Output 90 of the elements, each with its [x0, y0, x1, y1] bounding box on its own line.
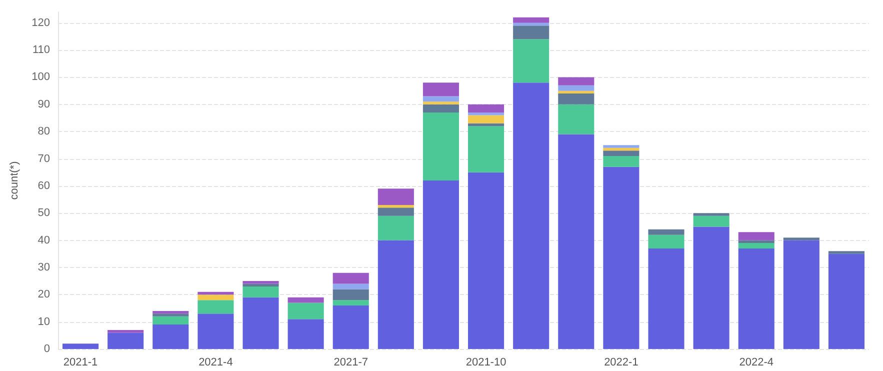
- x-tick-label: 2021-1: [63, 356, 98, 368]
- bar: [288, 297, 324, 303]
- y-tick-label: 40: [38, 234, 50, 246]
- y-tick-label: 100: [32, 71, 50, 84]
- bar: [558, 104, 594, 134]
- y-tick-label: 30: [38, 261, 50, 274]
- bar: [468, 126, 504, 172]
- bar: [603, 150, 640, 156]
- bar: [648, 234, 684, 248]
- bar: [242, 284, 279, 286]
- x-tick-label: 2022-1: [604, 356, 638, 368]
- bar: [332, 300, 369, 306]
- bar: [378, 216, 414, 240]
- bar: [62, 344, 99, 349]
- x-tick-label: 2021-7: [334, 356, 368, 368]
- bar: [603, 148, 640, 151]
- y-tick-label: 70: [38, 152, 50, 165]
- bar: [468, 112, 504, 116]
- bar: [378, 240, 414, 349]
- bar: [198, 314, 234, 349]
- bar: [288, 302, 324, 320]
- bar: [422, 112, 459, 180]
- bar: [603, 145, 640, 148]
- bar: [738, 243, 774, 248]
- bar: [378, 208, 414, 216]
- x-tick-label: 2021-10: [466, 356, 506, 368]
- y-tick-label: 0: [44, 343, 50, 355]
- bar: [558, 134, 594, 349]
- bar: [152, 324, 189, 349]
- bar: [783, 240, 820, 349]
- y-tick-label: 50: [38, 207, 50, 220]
- bar: [693, 216, 730, 227]
- x-tick-label: 2022-4: [739, 356, 774, 368]
- bar: [332, 272, 369, 284]
- y-tick-label: 120: [32, 16, 50, 29]
- bar: [242, 281, 279, 284]
- bar: [332, 289, 369, 300]
- bar: [242, 297, 279, 349]
- bar: [108, 330, 144, 333]
- bar: [828, 254, 864, 349]
- bar: [198, 300, 234, 314]
- bar: [152, 310, 189, 314]
- bar: [558, 94, 594, 104]
- bar: [603, 156, 640, 167]
- bar: [108, 332, 144, 349]
- bar: [468, 123, 504, 126]
- bar: [378, 204, 414, 208]
- y-tick-label: 20: [38, 288, 50, 301]
- bar: [422, 82, 459, 96]
- bar: [242, 286, 279, 298]
- y-axis-title: count(*): [8, 161, 20, 200]
- bar: [198, 292, 234, 295]
- bar: [558, 85, 594, 91]
- y-tick-label: 80: [38, 126, 50, 138]
- bar: [468, 172, 504, 349]
- bar: [468, 115, 504, 124]
- bar: [648, 248, 684, 349]
- bar: [603, 166, 640, 349]
- bar: [198, 294, 234, 300]
- y-tick-label: 60: [38, 180, 50, 192]
- y-tick-label: 10: [38, 316, 50, 328]
- bar: [152, 314, 189, 316]
- bar: [513, 26, 550, 40]
- bar: [422, 180, 459, 349]
- bar: [422, 102, 459, 104]
- bar: [378, 188, 414, 205]
- bar: [422, 96, 459, 102]
- bar: [693, 213, 730, 216]
- bar: [513, 17, 550, 23]
- bar: [558, 77, 594, 86]
- bar: [783, 238, 820, 240]
- y-tick-label: 90: [38, 98, 50, 110]
- bar: [288, 319, 324, 349]
- bar: [693, 226, 730, 349]
- bar: [738, 240, 774, 244]
- bar: [332, 306, 369, 349]
- bar: [828, 251, 864, 254]
- bar: [648, 229, 684, 235]
- bar: [513, 39, 550, 83]
- x-tick-label: 2021-4: [198, 356, 233, 368]
- bar: [558, 90, 594, 94]
- bar: [738, 232, 774, 240]
- bar: [513, 82, 550, 349]
- bar: [152, 316, 189, 325]
- bar: [332, 284, 369, 290]
- bar: [468, 104, 504, 113]
- bar: [422, 104, 459, 113]
- bar: [738, 248, 774, 349]
- y-tick-label: 110: [32, 44, 50, 56]
- bar: [513, 22, 550, 26]
